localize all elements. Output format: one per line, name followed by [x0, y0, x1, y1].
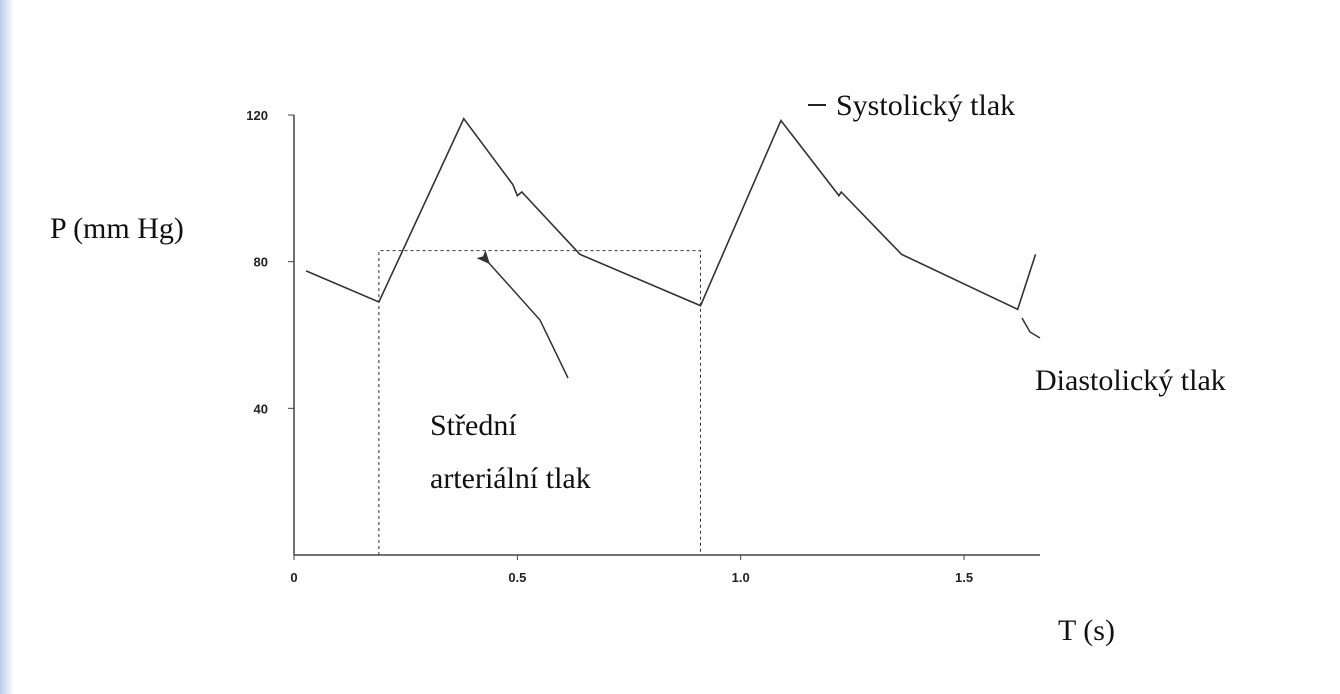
annotation: Střední	[430, 409, 517, 442]
x-tick-label: 0	[290, 570, 297, 585]
x-tick-label: 0.5	[508, 570, 526, 585]
edge-strip	[0, 0, 14, 694]
y-tick-label: 80	[254, 255, 268, 270]
x-tick-label: 1.0	[732, 570, 750, 585]
mean-pressure-box	[378, 250, 702, 555]
arrow	[476, 250, 569, 379]
annotation: arteriální tlak	[430, 462, 591, 495]
x-axis-label: T (s)	[1058, 614, 1115, 647]
y-tick-label: 40	[254, 401, 268, 416]
y-tick-label: 120	[246, 108, 268, 123]
annotation: Diastolický tlak	[1035, 364, 1226, 397]
annotation: Systolický tlak	[836, 89, 1015, 122]
x-tick-label: 1.5	[955, 570, 973, 585]
y-axis-label: P (mm Hg)	[50, 212, 184, 245]
pressure-curve	[305, 117, 1037, 311]
diastolic-pointer	[1021, 317, 1041, 339]
